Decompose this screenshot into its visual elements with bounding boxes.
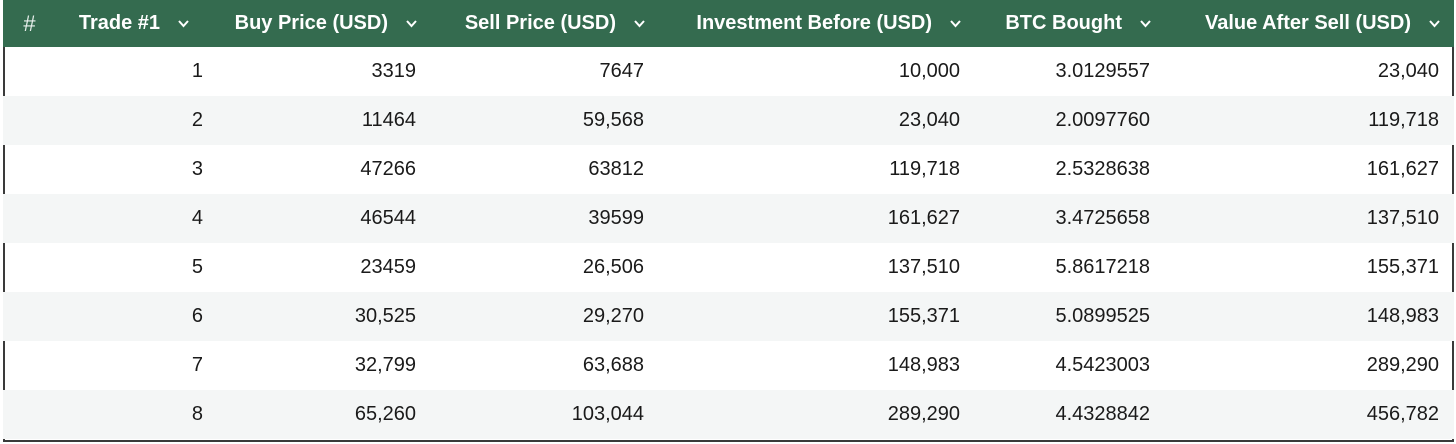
sell-price-cell: 26,506 <box>582 256 644 278</box>
trade-cell: 4 <box>191 207 203 229</box>
investment-cell: 161,627 <box>887 207 960 229</box>
header-row: # Trade #1 Buy Price (USD) <box>3 0 1454 47</box>
column-header-trade[interactable]: Trade #1 <box>56 0 203 47</box>
value-cell: 119,718 <box>1368 109 1439 131</box>
btc-cell: 5.8617218 <box>1055 256 1150 278</box>
investment-cell: 155,371 <box>887 305 960 327</box>
column-header-label: Trade #1 <box>78 12 160 34</box>
table-row: 8 65,260 103,044 289,290 4.4328842 456,7… <box>3 390 1454 439</box>
btc-cell: 2.5328638 <box>1055 158 1150 180</box>
table-body: 1 3319 7647 10,000 3.0129557 23,040 2 11… <box>3 47 1454 439</box>
column-header-label: Buy Price (USD) <box>234 12 388 34</box>
value-cell: 155,371 <box>1366 256 1439 278</box>
column-header-buy-price[interactable]: Buy Price (USD) <box>203 0 431 47</box>
column-header-sell-price[interactable]: Sell Price (USD) <box>431 0 659 47</box>
row-number-cell <box>3 341 56 390</box>
row-number-cell <box>3 96 56 145</box>
row-number-cell <box>3 390 56 439</box>
row-number-cell <box>3 145 56 194</box>
table-row: 2 11464 59,568 23,040 2.0097760 119,718 <box>3 96 1454 145</box>
table-row: 5 23459 26,506 137,510 5.8617218 155,371 <box>3 243 1454 292</box>
row-number-cell <box>3 243 56 292</box>
row-number-header: # <box>3 0 56 47</box>
chevron-down-icon[interactable] <box>1140 18 1151 29</box>
value-cell: 137,510 <box>1366 207 1439 229</box>
column-header-btc-bought[interactable]: BTC Bought <box>975 0 1165 47</box>
sell-price-cell: 7647 <box>599 60 645 82</box>
row-number-cell <box>3 292 56 341</box>
buy-price-cell: 23459 <box>360 256 416 278</box>
investment-cell: 23,040 <box>898 109 960 131</box>
trade-cell: 5 <box>191 256 203 278</box>
table-row: 4 46544 39599 161,627 3.4725658 137,510 <box>3 194 1454 243</box>
buy-price-cell: 3319 <box>371 60 417 82</box>
trade-cell: 2 <box>191 109 203 131</box>
buy-price-cell: 65,260 <box>354 403 416 425</box>
value-cell: 148,983 <box>1366 305 1439 327</box>
sell-price-cell: 59,568 <box>582 109 644 131</box>
value-cell: 456,782 <box>1366 403 1439 425</box>
buy-price-cell: 32,799 <box>354 354 416 376</box>
buy-price-cell: 47266 <box>360 158 416 180</box>
column-header-label: Investment Before (USD) <box>696 12 932 34</box>
trade-cell: 6 <box>191 305 203 327</box>
chevron-down-icon[interactable] <box>406 18 417 29</box>
sell-price-cell: 29,270 <box>582 305 644 327</box>
table-header: # Trade #1 Buy Price (USD) <box>3 0 1454 47</box>
btc-cell: 5.0899525 <box>1055 305 1150 327</box>
investment-cell: 119,718 <box>889 158 960 180</box>
sell-price-cell: 63,688 <box>582 354 644 376</box>
trade-cell: 3 <box>191 158 203 180</box>
column-header-label: Value After Sell (USD) <box>1205 12 1411 34</box>
table-row: 1 3319 7647 10,000 3.0129557 23,040 <box>3 47 1454 96</box>
row-number-cell <box>3 47 56 96</box>
buy-price-cell: 30,525 <box>354 305 416 327</box>
column-header-label: Sell Price (USD) <box>464 12 616 34</box>
chevron-down-icon[interactable] <box>634 18 645 29</box>
trade-cell: 7 <box>191 354 203 376</box>
hash-label: # <box>23 10 36 36</box>
column-header-label: BTC Bought <box>1005 12 1122 34</box>
sell-price-cell: 39599 <box>588 207 644 229</box>
btc-cell: 2.0097760 <box>1055 109 1150 131</box>
btc-cell: 4.5423003 <box>1055 354 1150 376</box>
btc-cell: 4.4328842 <box>1055 403 1150 425</box>
trade-cell: 1 <box>191 60 203 82</box>
column-header-investment-before[interactable]: Investment Before (USD) <box>659 0 975 47</box>
investment-cell: 10,000 <box>898 60 960 82</box>
chevron-down-icon[interactable] <box>178 18 189 29</box>
chevron-down-icon[interactable] <box>950 18 961 29</box>
value-cell: 289,290 <box>1366 354 1439 376</box>
investment-cell: 289,290 <box>887 403 960 425</box>
btc-cell: 3.0129557 <box>1055 60 1150 82</box>
column-header-value-after-sell[interactable]: Value After Sell (USD) <box>1165 0 1454 47</box>
value-cell: 23,040 <box>1377 60 1439 82</box>
trades-table: # Trade #1 Buy Price (USD) <box>3 0 1454 439</box>
buy-price-cell: 11464 <box>361 109 416 131</box>
sell-price-cell: 63812 <box>588 158 644 180</box>
buy-price-cell: 46544 <box>360 207 416 229</box>
table-row: 7 32,799 63,688 148,983 4.5423003 289,29… <box>3 341 1454 390</box>
value-cell: 161,627 <box>1366 158 1439 180</box>
table-frame <box>3 0 1454 442</box>
sell-price-cell: 103,044 <box>571 403 644 425</box>
investment-cell: 137,510 <box>887 256 960 278</box>
trade-cell: 8 <box>191 403 203 425</box>
table-row: 3 47266 63812 119,718 2.5328638 161,627 <box>3 145 1454 194</box>
chevron-down-icon[interactable] <box>1429 18 1440 29</box>
table-row: 6 30,525 29,270 155,371 5.0899525 148,98… <box>3 292 1454 341</box>
btc-cell: 3.4725658 <box>1055 207 1150 229</box>
row-number-cell <box>3 194 56 243</box>
investment-cell: 148,983 <box>887 354 960 376</box>
